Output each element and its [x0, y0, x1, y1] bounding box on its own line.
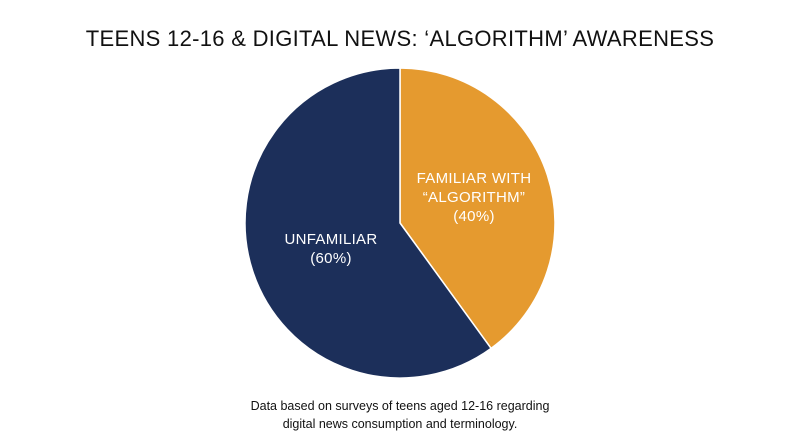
pie-slice-unfamiliar	[244, 67, 493, 379]
chart-title: TEENS 12-16 & DIGITAL NEWS: ‘ALGORITHM’ …	[85, 26, 715, 51]
pie-slice-familiar	[399, 67, 556, 350]
slice-label-unfamiliar: UNFAMILIAR (60%)	[284, 231, 377, 267]
footnote-line-1: Data based on surveys of teens aged 12-1…	[250, 399, 550, 413]
footnote: Data based on surveys of teens aged 12-1…	[0, 397, 800, 433]
slice-label-familiar: FAMILIAR WITH “ALGORITHM” (40%)	[417, 170, 532, 225]
footnote-line-2: digital news consumption and terminology…	[282, 417, 518, 431]
